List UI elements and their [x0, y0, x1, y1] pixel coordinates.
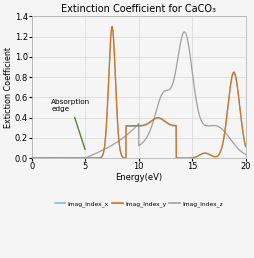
Y-axis label: Extiction Coefficient: Extiction Coefficient: [4, 47, 13, 128]
Imag_Index_x: [112, 46, 115, 49]
Imag_Index_z: [121, 136, 124, 139]
Imag_Index_y: [239, 119, 242, 123]
Imag_Index_x: [239, 120, 242, 123]
Imag_Index_y: [216, 154, 219, 157]
Imag_Index_y: [112, 43, 115, 46]
X-axis label: Energy(eV): Energy(eV): [115, 173, 162, 182]
Text: Absorption
edge: Absorption edge: [51, 99, 90, 149]
Imag_Index_z: [216, 125, 219, 128]
Imag_Index_z: [112, 142, 115, 146]
Imag_Index_x: [110, 28, 113, 31]
Imag_Index_z: [243, 153, 246, 156]
Imag_Index_z: [55, 157, 58, 160]
Imag_Index_x: [121, 156, 124, 159]
Imag_Index_y: [243, 145, 246, 148]
Imag_Index_x: [55, 157, 58, 160]
Imag_Index_z: [30, 157, 33, 160]
Line: Imag_Index_x: Imag_Index_x: [32, 29, 245, 158]
Title: Extinction Coefficient for CaCO₃: Extinction Coefficient for CaCO₃: [61, 4, 215, 14]
Imag_Index_y: [55, 157, 58, 160]
Imag_Index_z: [67, 157, 70, 160]
Imag_Index_x: [243, 145, 246, 148]
Imag_Index_y: [67, 157, 70, 160]
Imag_Index_z: [239, 150, 242, 153]
Imag_Index_x: [67, 157, 70, 160]
Imag_Index_y: [110, 25, 113, 28]
Imag_Index_x: [30, 157, 33, 160]
Imag_Index_x: [216, 154, 219, 157]
Legend: Imag_Index_x, Imag_Index_y, Imag_Index_z: Imag_Index_x, Imag_Index_y, Imag_Index_z: [52, 198, 225, 209]
Imag_Index_z: [182, 30, 185, 33]
Imag_Index_y: [121, 156, 124, 159]
Line: Imag_Index_y: Imag_Index_y: [32, 27, 245, 158]
Line: Imag_Index_z: Imag_Index_z: [32, 32, 245, 158]
Imag_Index_y: [30, 157, 33, 160]
